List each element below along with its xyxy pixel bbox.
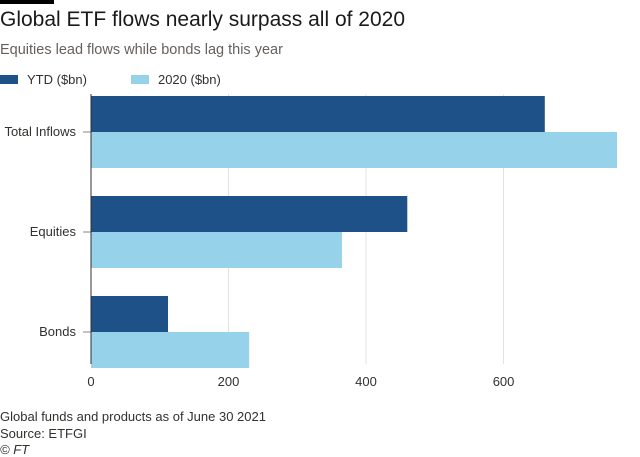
bar xyxy=(91,96,545,132)
legend-swatch-ytd xyxy=(0,74,18,84)
top-rule xyxy=(0,0,54,4)
legend-label-2020: 2020 ($bn) xyxy=(157,71,221,87)
x-tick-label: 0 xyxy=(87,374,94,389)
bar xyxy=(91,232,342,268)
category-label: Equities xyxy=(30,224,77,239)
bar xyxy=(91,332,250,368)
bar xyxy=(91,132,617,168)
bar xyxy=(91,296,169,332)
x-tick-label: 200 xyxy=(218,374,240,389)
x-tick-label: 400 xyxy=(355,374,377,389)
legend-swatch-2020 xyxy=(130,74,149,84)
legend-label-ytd: YTD ($bn) xyxy=(27,71,87,87)
chart-source: Source: ETFGI xyxy=(0,426,87,441)
bar xyxy=(91,196,408,232)
chart-credit: © FT xyxy=(0,442,30,457)
chart-note: Global funds and products as of June 30 … xyxy=(0,409,266,424)
legend: YTD ($bn) 2020 ($bn) xyxy=(0,70,265,88)
category-label: Bonds xyxy=(39,324,76,339)
chart-title: Global ETF flows nearly surpass all of 2… xyxy=(0,8,406,31)
chart-subtitle: Equities lead flows while bonds lag this… xyxy=(0,42,283,58)
legend-item-ytd: YTD ($bn) xyxy=(0,72,87,87)
legend-item-2020: 2020 ($bn) xyxy=(130,71,221,87)
x-tick-label: 600 xyxy=(493,374,515,389)
bar-chart: Total Inflows Equities Bonds 0 200 400 600 xyxy=(4,94,617,389)
category-label: Total Inflows xyxy=(4,124,76,139)
